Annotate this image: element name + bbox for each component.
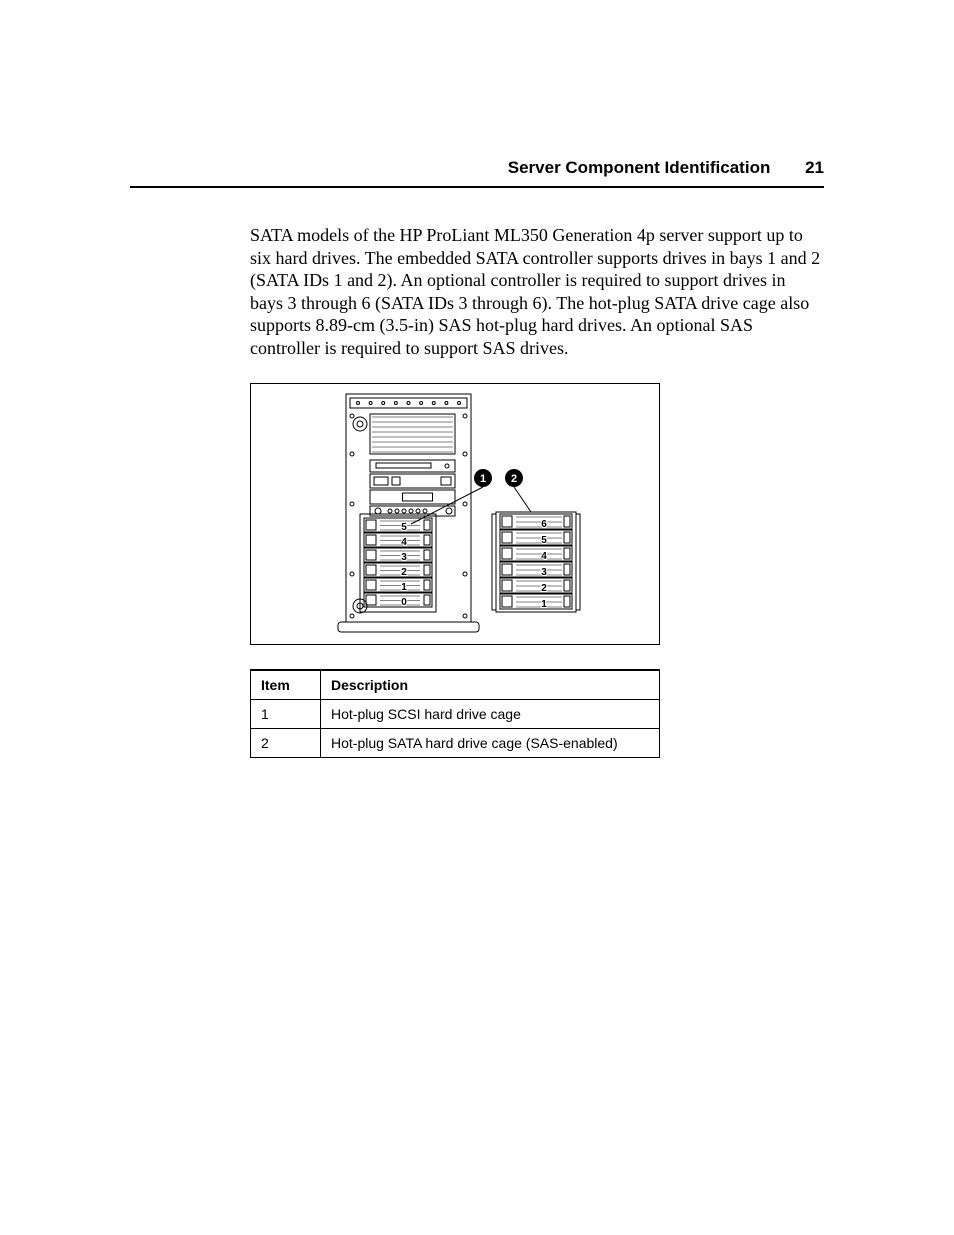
cell-desc: Hot-plug SATA hard drive cage (SAS-enabl… <box>321 729 660 758</box>
col-item: Item <box>251 670 321 700</box>
running-header: Server Component Identification 21 <box>130 158 824 188</box>
svg-text:1: 1 <box>480 473 486 485</box>
svg-text:1: 1 <box>401 582 407 593</box>
svg-text:5: 5 <box>541 535 547 546</box>
body-paragraph: SATA models of the HP ProLiant ML350 Gen… <box>250 224 822 359</box>
figure-drive-cages: 5 4 3 2 1 0 6 5 4 3 2 1 1 2 <box>250 383 660 645</box>
description-table: Item Description 1 Hot-plug SCSI hard dr… <box>250 669 660 758</box>
svg-text:6: 6 <box>541 519 547 530</box>
svg-text:3: 3 <box>541 567 547 578</box>
section-title: Server Component Identification <box>508 158 771 177</box>
page: Server Component Identification 21 SATA … <box>0 0 954 1235</box>
table-row: 1 Hot-plug SCSI hard drive cage <box>251 700 660 729</box>
page-number: 21 <box>805 158 824 177</box>
svg-text:5: 5 <box>401 522 407 533</box>
cell-desc: Hot-plug SCSI hard drive cage <box>321 700 660 729</box>
svg-text:2: 2 <box>541 583 547 594</box>
svg-text:3: 3 <box>401 552 407 563</box>
svg-text:4: 4 <box>401 537 407 548</box>
cell-item: 2 <box>251 729 321 758</box>
svg-text:1: 1 <box>541 599 547 610</box>
body-area: SATA models of the HP ProLiant ML350 Gen… <box>250 224 822 758</box>
table-header-row: Item Description <box>251 670 660 700</box>
svg-text:0: 0 <box>401 597 407 608</box>
svg-text:4: 4 <box>541 551 547 562</box>
col-description: Description <box>321 670 660 700</box>
table-row: 2 Hot-plug SATA hard drive cage (SAS-ena… <box>251 729 660 758</box>
svg-text:2: 2 <box>511 473 517 485</box>
svg-text:2: 2 <box>401 567 407 578</box>
figure-svg: 5 4 3 2 1 0 6 5 4 3 2 1 1 2 <box>251 384 661 646</box>
cell-item: 1 <box>251 700 321 729</box>
